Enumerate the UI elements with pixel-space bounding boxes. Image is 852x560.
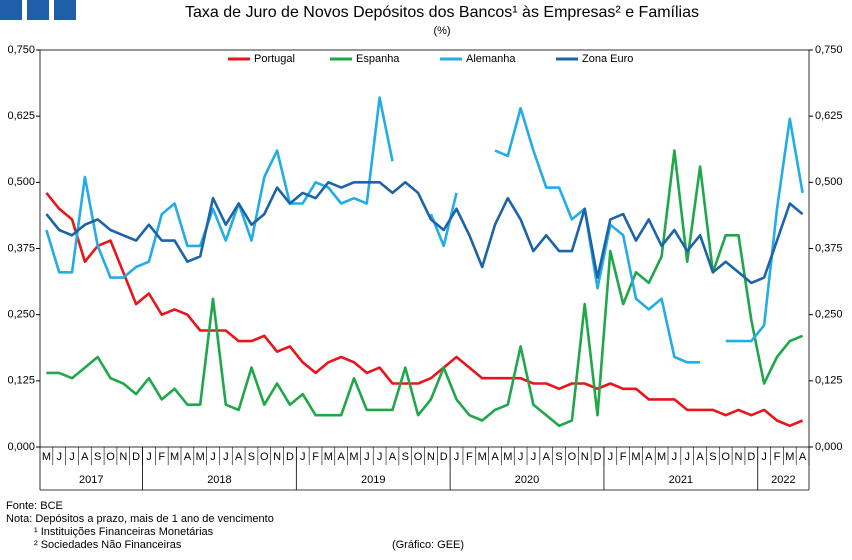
x-tick-label: J (672, 451, 678, 463)
x-tick-label: N (119, 451, 127, 463)
x-tick-label: M (785, 451, 794, 463)
x-tick-label: A (338, 451, 346, 463)
year-label: 2018 (207, 474, 231, 486)
series-line (45, 96, 804, 364)
x-tick-label: J (377, 451, 383, 463)
y-tick-label: 0,125 (7, 375, 35, 387)
x-tick-label: M (349, 451, 358, 463)
x-tick-label: F (620, 451, 627, 463)
y2-tick-label: 0,625 (815, 110, 843, 122)
x-tick-label: A (491, 451, 499, 463)
x-tick-label: D (440, 451, 448, 463)
footnote: ² Sociedades Não Financeiras (34, 539, 182, 551)
x-tick-label: A (81, 451, 89, 463)
x-tick-label: S (709, 451, 716, 463)
x-tick-label: M (42, 451, 51, 463)
series-line (45, 192, 804, 428)
year-label: 2021 (669, 474, 693, 486)
legend-label: Portugal (254, 53, 295, 65)
y2-tick-label: 0,500 (815, 176, 843, 188)
x-tick-label: J (761, 451, 767, 463)
year-label: 2022 (771, 474, 795, 486)
x-tick-label: J (364, 451, 370, 463)
x-tick-label: M (657, 451, 666, 463)
legend-label: Alemanha (466, 53, 516, 65)
x-tick-label: M (631, 451, 640, 463)
x-tick-label: J (454, 451, 460, 463)
x-tick-label: S (402, 451, 409, 463)
x-tick-label: N (427, 451, 435, 463)
x-tick-label: D (132, 451, 140, 463)
x-tick-label: O (106, 451, 115, 463)
series-line (45, 181, 804, 285)
x-tick-label: J (300, 451, 306, 463)
x-tick-label: S (555, 451, 562, 463)
x-tick-label: J (146, 451, 152, 463)
x-tick-label: N (735, 451, 743, 463)
y2-tick-label: 0,750 (815, 44, 843, 56)
year-label: 2017 (79, 474, 103, 486)
x-tick-label: O (721, 451, 730, 463)
logo-block (0, 0, 22, 20)
x-tick-label: O (260, 451, 269, 463)
x-tick-label: J (608, 451, 614, 463)
x-tick-label: M (196, 451, 205, 463)
x-tick-label: F (158, 451, 165, 463)
x-tick-label: J (56, 451, 62, 463)
x-tick-label: A (696, 451, 704, 463)
x-tick-label: J (531, 451, 537, 463)
y-tick-label: 0,750 (7, 44, 35, 56)
year-label: 2019 (361, 474, 385, 486)
source: Fonte: BCE (6, 500, 63, 512)
x-tick-label: S (248, 451, 255, 463)
x-tick-label: O (568, 451, 577, 463)
x-tick-label: M (324, 451, 333, 463)
series-line (46, 149, 804, 428)
x-tick-label: N (273, 451, 281, 463)
note: Nota: Depósitos a prazo, mais de 1 ano d… (6, 513, 274, 525)
x-tick-label: D (286, 451, 294, 463)
x-tick-label: F (312, 451, 319, 463)
x-tick-label: D (747, 451, 755, 463)
x-tick-label: A (184, 451, 192, 463)
x-tick-label: M (478, 451, 487, 463)
year-label: 2020 (515, 474, 539, 486)
y-tick-label: 0,000 (7, 441, 35, 453)
y-tick-label: 0,250 (7, 309, 35, 321)
x-tick-label: A (799, 451, 807, 463)
x-tick-label: A (543, 451, 551, 463)
x-tick-label: J (69, 451, 75, 463)
x-tick-label: J (210, 451, 216, 463)
chart-subtitle: (%) (433, 25, 450, 37)
y-tick-label: 0,500 (7, 176, 35, 188)
x-tick-label: N (581, 451, 589, 463)
x-tick-label: A (235, 451, 243, 463)
footnote: ¹ Instituições Financeiras Monetárias (34, 526, 214, 538)
x-tick-label: J (684, 451, 690, 463)
y2-tick-label: 0,125 (815, 375, 843, 387)
x-tick-label: A (389, 451, 397, 463)
x-tick-label: A (645, 451, 653, 463)
logo-block (27, 0, 49, 20)
y2-tick-label: 0,250 (815, 309, 843, 321)
x-tick-label: J (518, 451, 524, 463)
x-tick-label: M (170, 451, 179, 463)
x-tick-label: S (94, 451, 101, 463)
y2-tick-label: 0,375 (815, 242, 843, 254)
y2-tick-label: 0,000 (815, 441, 843, 453)
x-tick-label: F (466, 451, 473, 463)
y-tick-label: 0,375 (7, 242, 35, 254)
chart-title: Taxa de Juro de Novos Depósitos dos Banc… (185, 4, 699, 21)
x-tick-label: D (594, 451, 602, 463)
legend-label: Espanha (356, 53, 400, 65)
x-tick-label: M (503, 451, 512, 463)
x-tick-label: O (414, 451, 423, 463)
x-tick-label: J (223, 451, 229, 463)
x-tick-label: F (774, 451, 781, 463)
credit: (Gráfico: GEE) (392, 539, 464, 551)
legend-label: Zona Euro (582, 53, 633, 65)
logo-block (54, 0, 76, 20)
y-tick-label: 0,625 (7, 110, 35, 122)
